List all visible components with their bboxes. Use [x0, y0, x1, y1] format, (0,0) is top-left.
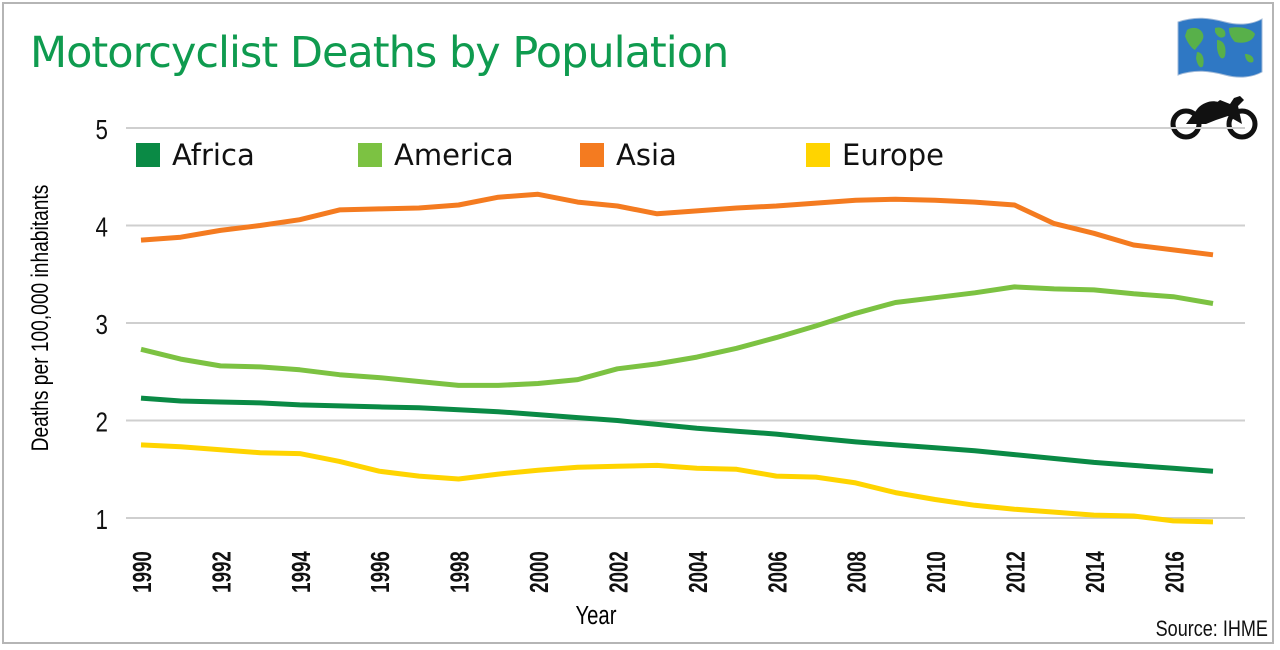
legend: Africa America Asia Europe — [136, 138, 944, 172]
y-tick-label: 2 — [96, 407, 108, 438]
y-tick-label: 5 — [96, 115, 108, 146]
legend-label-europe: Europe — [842, 138, 944, 172]
x-tick-labels: 1990 1992 1994 1996 1998 2000 2002 2004 2006 2008… — [127, 551, 1189, 593]
y-tick-label: 1 — [96, 505, 108, 536]
x-tick-label: 1998 — [445, 551, 475, 593]
x-tick-label: 2008 — [842, 551, 872, 593]
x-tick-label: 2014 — [1080, 551, 1110, 593]
chart-title: Motorcyclist Deaths by Population — [30, 28, 729, 78]
x-tick-label: 2006 — [762, 551, 792, 593]
x-tick-label: 2016 — [1159, 551, 1189, 593]
y-tick-label: 4 — [96, 212, 108, 243]
x-tick-label: 2004 — [683, 551, 713, 593]
series-line-africa — [140, 395, 1214, 474]
legend-swatch-africa — [136, 143, 160, 167]
y-tick-label: 3 — [96, 310, 108, 341]
x-axis-label: Year — [576, 601, 617, 630]
series-line-europe — [140, 442, 1214, 525]
source-note: Source: IHME — [1155, 616, 1268, 641]
x-tick-label: 1992 — [206, 551, 236, 593]
series-line-asia — [140, 191, 1214, 258]
legend-swatch-america — [358, 143, 382, 167]
legend-swatch-europe — [806, 143, 830, 167]
x-tick-label: 2012 — [1000, 551, 1030, 593]
series-lines — [140, 191, 1214, 525]
series-line-america — [140, 284, 1214, 388]
x-tick-label: 2010 — [921, 551, 951, 593]
y-tick-labels: 1 2 3 4 5 — [96, 115, 108, 536]
x-tick-label: 1990 — [127, 551, 157, 593]
legend-label-america: America — [394, 138, 514, 172]
motorcycle-icon — [1170, 96, 1258, 140]
legend-swatch-asia — [580, 143, 604, 167]
x-tick-label: 1994 — [286, 551, 316, 593]
y-axis-label: Deaths per 100,000 inhabitants — [26, 185, 54, 452]
legend-label-asia: Asia — [616, 138, 677, 172]
x-tick-label: 2000 — [524, 551, 554, 593]
legend-label-africa: Africa — [172, 138, 255, 172]
x-tick-label: 2002 — [603, 551, 633, 593]
x-tick-label: 1996 — [365, 551, 395, 593]
world-flag-icon — [1177, 17, 1263, 78]
